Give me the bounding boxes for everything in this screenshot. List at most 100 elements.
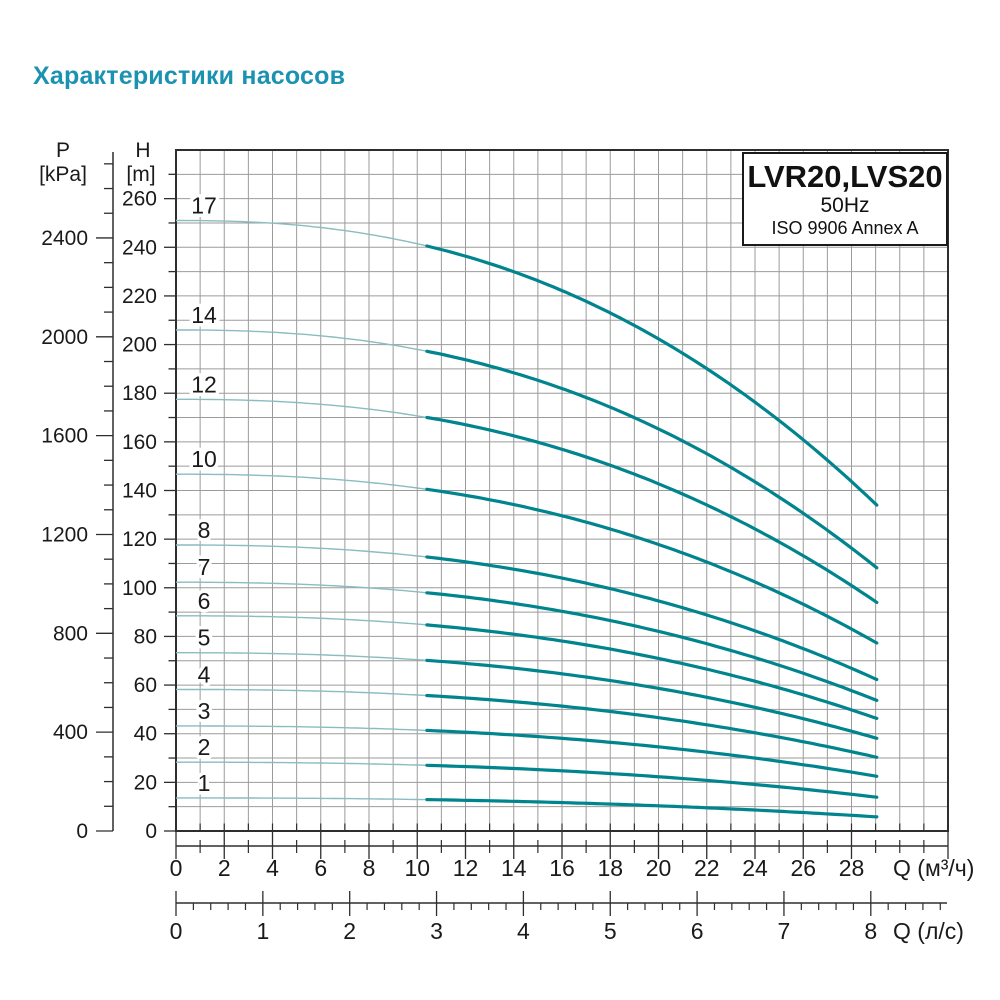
head-tick-label: 20: [134, 771, 157, 794]
head-tick-label: 260: [122, 188, 157, 211]
pump-curve-14: [425, 349, 879, 570]
pump-curve-4-low-flow: [175, 688, 427, 697]
pump-curve-10: [425, 487, 879, 645]
standard-label: ISO 9906 Annex A: [771, 217, 919, 238]
pump-curve-17-low-flow: [176, 219, 428, 247]
pump-curve-2: [425, 763, 879, 799]
flow-m3h-tick-label: 2: [218, 855, 231, 881]
flow-m3h-tick-label: 8: [363, 855, 376, 881]
head-axis: 0 20 40 60 80 100 120 140 160 180 200 220 240 260 H[m]: [122, 139, 176, 843]
flow-ls-tick-label: 3: [430, 918, 443, 944]
flow-m3h-tick-label: 0: [170, 855, 183, 881]
curve-label-8: 8: [198, 517, 211, 543]
pump-curve-10-low-flow: [176, 473, 427, 490]
flow-m3h-tick-label: 4: [266, 855, 279, 881]
head-tick-label: 140: [122, 480, 157, 503]
head-axis-unit: [m]: [126, 163, 155, 186]
pump-curve-1-low-flow: [176, 797, 427, 801]
flow-m3h-tick-label: 6: [314, 855, 327, 881]
pressure-axis: 0 400 800 1200 1600 2000 2400 P[kPa]: [39, 139, 114, 843]
pump-curve-5: [425, 658, 879, 740]
pump-curve-7-low-flow: [176, 581, 427, 594]
flow-m3h-tick-label: 24: [742, 855, 768, 881]
pump-curve-5-low-flow: [176, 652, 427, 662]
curve-label-12: 12: [191, 371, 217, 397]
curve-label-3: 3: [198, 698, 211, 724]
flow-m3h-axis-label: Q (м³/ч): [893, 855, 974, 881]
flow-ls-tick-label: 2: [343, 918, 356, 944]
head-tick-label: 160: [122, 431, 157, 454]
flow-m3h-tick-label: 22: [694, 855, 720, 881]
grid: [176, 150, 948, 831]
flow-ls-tick-label: 1: [256, 918, 269, 944]
curve-label-4: 4: [198, 661, 211, 687]
flow-m3h-tick-label: 10: [404, 855, 430, 881]
flow-ls-tick-label: 6: [691, 918, 704, 944]
curve-label-7: 7: [198, 554, 211, 580]
head-axis-name: H: [135, 139, 150, 162]
head-tick-label: 180: [122, 382, 157, 405]
frequency-label: 50Hz: [820, 193, 870, 217]
flow-ls-axis-label: Q (л/с): [893, 918, 964, 944]
pump-curve-3-low-flow: [176, 725, 427, 732]
flow-m3h-tick-label: 16: [549, 855, 575, 881]
flow-ls-tick-label: 8: [864, 918, 877, 944]
pressure-tick-label: 400: [53, 721, 88, 744]
head-tick-label: 80: [134, 625, 157, 648]
pump-curve-4: [425, 693, 879, 759]
flow-axis-m3h: 0 2 4 6 8 10 12 14 16 18 20 22 24 26 28 Q (м³/ч): [170, 823, 974, 881]
info-box: LVR20,LVS20 50Hz ISO 9906 Annex A: [742, 152, 948, 246]
pressure-tick-label: 0: [76, 820, 88, 843]
pump-curve-6: [425, 623, 879, 721]
flow-m3h-tick-label: 20: [646, 855, 672, 881]
flow-ls-tick-label: 7: [778, 918, 791, 944]
curve-label-6: 6: [198, 588, 211, 614]
head-tick-label: 120: [122, 528, 157, 551]
pressure-tick-label: 2000: [41, 326, 88, 349]
curve-label-2: 2: [198, 734, 211, 760]
curve-label-17: 17: [191, 193, 217, 219]
head-tick-label: 0: [145, 820, 157, 843]
flow-m3h-tick-label: 18: [597, 855, 623, 881]
pump-curves: [175, 219, 879, 819]
flow-ls-tick-label: 4: [517, 918, 530, 944]
pump-curve-12-low-flow: [176, 398, 428, 419]
flow-axis-ls: 0 1 2 3 4 5 6 7 8 Q (л/с): [170, 891, 964, 944]
pump-curve-14-low-flow: [176, 329, 428, 352]
flow-m3h-tick-label: 28: [839, 855, 865, 881]
head-tick-label: 220: [122, 285, 157, 308]
flow-ls-tick-label: 0: [170, 918, 183, 944]
pressure-tick-label: 1600: [41, 425, 88, 448]
flow-ls-tick-label: 5: [604, 918, 617, 944]
pump-curve-7: [425, 591, 879, 703]
pump-curve-8-low-flow: [176, 544, 427, 558]
curve-label-10: 10: [191, 446, 217, 472]
pump-curve-12: [425, 415, 879, 605]
pump-curve-17: [425, 244, 879, 507]
pressure-tick-label: 1200: [41, 523, 88, 546]
head-tick-label: 40: [134, 723, 157, 746]
pressure-axis-name: P: [56, 139, 70, 162]
page-title: Характеристики насосов: [33, 62, 346, 90]
pressure-tick-label: 800: [53, 622, 88, 645]
pump-model-label: LVR20,LVS20: [747, 158, 943, 194]
head-tick-label: 240: [122, 236, 157, 259]
curve-label-14: 14: [191, 302, 217, 328]
curve-label-1: 1: [198, 770, 211, 796]
flow-m3h-tick-label: 26: [790, 855, 816, 881]
head-tick-label: 60: [134, 674, 157, 697]
head-tick-label: 200: [122, 334, 157, 357]
pump-curve-1: [425, 797, 879, 819]
pressure-axis-unit: [kPa]: [39, 163, 87, 186]
pump-curve-6-low-flow: [176, 615, 427, 626]
pump-curve-3: [425, 728, 879, 778]
pump-curve-8: [425, 555, 879, 682]
curve-label-5: 5: [198, 625, 211, 651]
flow-m3h-tick-label: 14: [501, 855, 527, 881]
pump-curve-2-low-flow: [176, 761, 427, 766]
pressure-tick-label: 2400: [41, 227, 88, 250]
flow-m3h-tick-label: 12: [453, 855, 479, 881]
head-tick-label: 100: [122, 577, 157, 600]
